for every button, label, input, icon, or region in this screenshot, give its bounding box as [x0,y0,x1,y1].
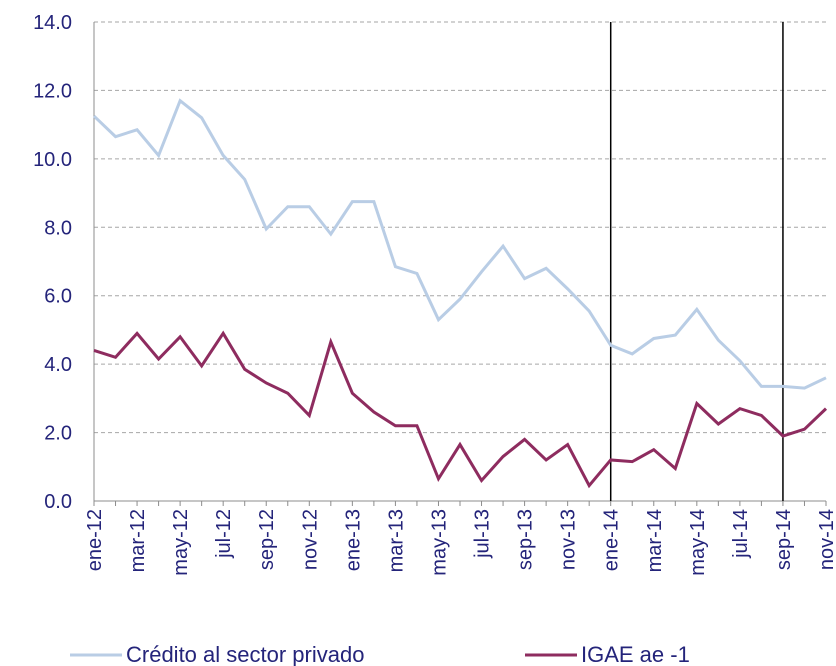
x-tick-label: sep-13 [515,509,537,570]
x-tick-label: jul-14 [730,509,752,559]
x-tick-label: ene-14 [601,509,623,571]
x-tick-label: ene-13 [342,509,364,571]
series-line [93,330,828,489]
y-tick-label: 6.0 [44,286,72,308]
x-tick-label: may-13 [428,509,450,576]
x-tick-label: nov-14 [816,509,836,570]
legend-label: Crédito al sector privado [126,642,364,666]
x-tick-label: sep-14 [773,509,795,570]
x-tick-label: mar-14 [644,509,666,572]
x-tick-label: may-14 [687,509,709,576]
y-tick-label: 8.0 [44,217,72,239]
y-tick-label: 2.0 [44,423,72,445]
x-tick-label: sep-12 [256,509,278,570]
y-tick-label: 14.0 [33,12,72,34]
x-tick-label: ene-12 [84,509,106,571]
x-tick-label: may-12 [170,509,192,576]
y-tick-label: 0.0 [44,491,72,513]
x-tick-label: jul-13 [472,509,494,559]
y-tick-label: 4.0 [44,354,72,376]
x-tick-label: jul-12 [213,509,235,559]
y-tick-label: 12.0 [33,80,72,102]
x-tick-label: mar-13 [385,509,407,572]
y-tick-label: 10.0 [33,149,72,171]
x-tick-label: mar-12 [127,509,149,572]
legend-label: IGAE ae -1 [581,642,690,666]
x-tick-label: nov-12 [299,509,321,570]
x-tick-label: nov-13 [558,509,580,570]
series-line [92,98,827,390]
